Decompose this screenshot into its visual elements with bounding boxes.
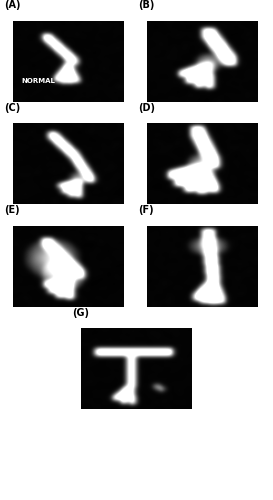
Bar (147, 123, 257, 204)
Text: (C): (C) (4, 102, 20, 113)
Text: (A): (A) (4, 0, 20, 10)
Bar (147, 226, 257, 307)
Bar (81, 328, 192, 409)
Bar (13, 20, 123, 102)
Text: NORMAL: NORMAL (22, 78, 56, 84)
Text: (B): (B) (138, 0, 154, 10)
Text: (G): (G) (72, 308, 89, 318)
Text: (F): (F) (138, 205, 153, 215)
Bar (13, 123, 123, 204)
Bar (13, 226, 123, 307)
Bar (147, 20, 257, 102)
Text: (D): (D) (138, 102, 155, 113)
Text: (E): (E) (4, 205, 20, 215)
